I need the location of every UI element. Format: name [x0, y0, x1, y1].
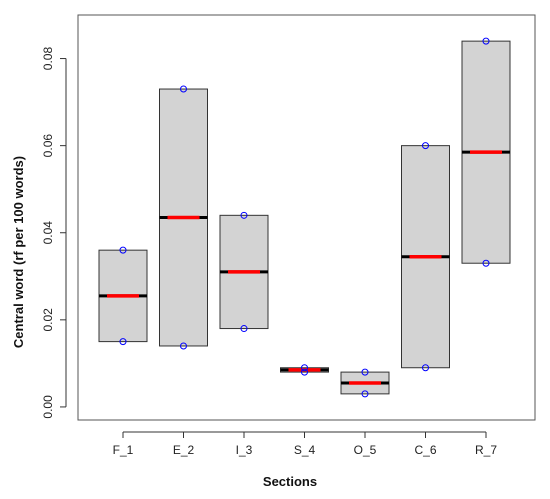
y-axis: 0.00 0.02 0.04 0.06 0.08	[41, 47, 67, 419]
plot-frame	[77, 14, 536, 421]
y-tick-label: 0.02	[41, 308, 55, 332]
points-layer	[119, 37, 490, 398]
data-point	[482, 37, 490, 45]
x-tick-label: F_1	[113, 443, 134, 457]
y-tick-label: 0.06	[41, 134, 55, 158]
data-point	[361, 368, 369, 376]
data-point	[240, 325, 248, 333]
x-tick-label: O_5	[354, 443, 377, 457]
data-point	[482, 259, 490, 267]
x-tick-label: R_7	[475, 443, 497, 457]
data-point	[119, 338, 127, 346]
data-point	[301, 368, 308, 376]
data-point	[240, 211, 248, 219]
x-tick-label: I_3	[236, 443, 253, 457]
data-point	[180, 342, 187, 350]
data-point	[301, 364, 308, 372]
y-tick-label: 0.08	[41, 47, 55, 71]
x-tick-label: C_6	[414, 443, 436, 457]
x-axis-title: Sections	[263, 474, 317, 489]
data-point	[119, 246, 127, 254]
y-axis-title: Central word (rf per 100 words)	[11, 156, 26, 348]
y-tick-label: 0.00	[41, 395, 55, 419]
x-tick-label: E_2	[173, 443, 195, 457]
data-point	[361, 390, 369, 398]
x-tick-label: S_4	[294, 443, 316, 457]
boxes-layer	[98, 40, 511, 395]
y-tick-label: 0.04	[41, 221, 55, 245]
data-point	[422, 142, 429, 150]
data-point	[180, 85, 187, 93]
x-axis: F_1 E_2 I_3 S_4 O_5 C_6 R_7	[113, 431, 497, 457]
data-point	[422, 364, 429, 372]
